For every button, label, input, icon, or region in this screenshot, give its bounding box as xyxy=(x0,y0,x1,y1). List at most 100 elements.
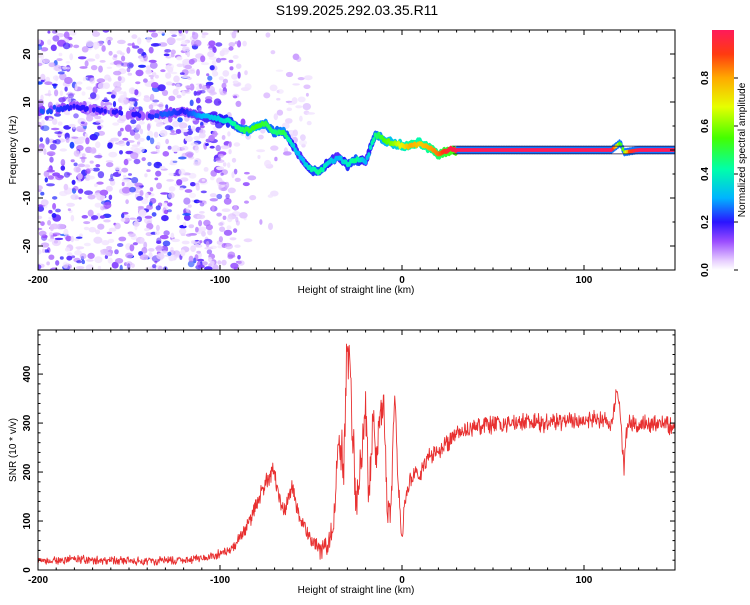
heatmap-noise-cell xyxy=(83,221,91,225)
heatmap-noise-cell xyxy=(126,141,130,146)
heatmap-noise-cell xyxy=(138,146,145,153)
heatmap-noise-cell xyxy=(97,171,105,179)
heatmap-noise-cell xyxy=(131,177,139,184)
heatmap-noise-cell xyxy=(185,233,192,237)
heatmap-noise-cell xyxy=(212,130,218,138)
heatmap-noise-cell xyxy=(95,53,100,60)
heatmap-noise-cell xyxy=(52,203,57,210)
heatmap-noise-cell xyxy=(218,88,222,94)
heatmap-noise-cell xyxy=(154,118,163,123)
heatmap-noise-cell xyxy=(157,104,164,107)
heatmap-noise-cell xyxy=(183,214,191,221)
heatmap-noise-cell xyxy=(47,30,51,34)
heatmap-noise-cell xyxy=(112,101,117,108)
heatmap-noise-cell xyxy=(85,168,91,175)
heatmap-noise-cell xyxy=(144,227,150,232)
heatmap-noise-cell xyxy=(107,142,113,149)
heatmap-noise-cell xyxy=(100,195,104,202)
heatmap-noise-cell xyxy=(188,125,191,129)
heatmap-noise-cell xyxy=(170,232,175,239)
heatmap-noise-cell xyxy=(209,193,217,198)
heatmap-noise-cell xyxy=(57,121,63,126)
snr-x-tick-label: 100 xyxy=(576,575,593,586)
heatmap-noise-cell xyxy=(111,261,119,269)
heatmap-noise-cell xyxy=(217,153,224,158)
heatmap-noise-cell xyxy=(231,31,237,39)
heatmap-noise-cell xyxy=(166,37,176,45)
heatmap-noise-cell xyxy=(38,81,43,85)
heatmap-noise-cell xyxy=(215,57,222,63)
heatmap-noise-cell xyxy=(256,149,266,153)
heatmap-noise-cell xyxy=(148,46,154,54)
heatmap-noise-cell xyxy=(196,200,203,203)
heatmap-noise-cell xyxy=(196,69,200,76)
heatmap-noise-cell xyxy=(217,260,222,265)
heatmap-noise-cell xyxy=(141,198,149,205)
heatmap-noise-cell xyxy=(146,135,151,141)
colorbar-tick-label: 0.0 xyxy=(700,263,711,277)
heatmap-noise-cell xyxy=(112,122,120,126)
heatmap-noise-cell xyxy=(172,88,179,96)
heatmap-noise-cell xyxy=(206,73,210,77)
heatmap-noise-cell xyxy=(234,244,241,248)
heatmap-ridge-core xyxy=(49,109,53,115)
heatmap-noise-cell xyxy=(203,167,209,172)
heatmap-noise-cell xyxy=(152,264,157,269)
heatmap-noise-cell xyxy=(79,156,87,160)
heatmap-noise-cell xyxy=(73,162,78,167)
heatmap-ridge-core xyxy=(621,147,625,151)
colorbar: 0.0 0.2 0.4 0.6 0.8 Normalized spectral ampl… xyxy=(700,30,748,277)
snr-plot-area xyxy=(38,330,675,570)
heatmap-noise-cell xyxy=(124,124,132,132)
heatmap-noise-cell xyxy=(155,246,164,250)
heatmap-noise-cell xyxy=(168,192,175,199)
heatmap-noise-cell xyxy=(295,105,303,109)
heatmap-noise-cell xyxy=(228,59,234,64)
heatmap-noise-cell xyxy=(110,173,114,180)
heatmap-noise-cell xyxy=(130,146,139,151)
heatmap-noise-cell xyxy=(152,99,160,103)
heatmap-noise-cell xyxy=(121,55,126,62)
heatmap-noise-cell xyxy=(68,123,76,128)
heatmap-noise-cell xyxy=(85,264,94,270)
heatmap-noise-cell xyxy=(65,61,71,64)
heatmap-noise-cell xyxy=(139,56,144,62)
heatmap-noise-cell xyxy=(47,39,52,46)
heatmap-noise-cell xyxy=(94,183,98,188)
heatmap-noise-cell xyxy=(69,141,75,149)
heatmap-noise-cell xyxy=(186,50,191,58)
heatmap-noise-cell xyxy=(257,155,261,159)
heatmap-noise-cell xyxy=(186,152,194,158)
heatmap-noise-cell xyxy=(198,252,202,258)
heatmap-noise-cell xyxy=(84,190,93,195)
heatmap-noise-cell xyxy=(108,50,113,56)
heatmap-noise-cell xyxy=(159,234,169,240)
heatmap-noise-cell xyxy=(71,179,76,185)
heatmap-ridge-halo xyxy=(140,111,146,121)
snr-frame xyxy=(37,329,676,571)
heatmap-noise-cell xyxy=(200,62,210,66)
heatmap-noise-cell xyxy=(148,30,157,33)
heatmap-noise-cell xyxy=(152,72,157,76)
heatmap-noise-cell xyxy=(40,94,44,101)
heatmap-noise-cell xyxy=(201,32,209,36)
heatmap-noise-cell xyxy=(290,133,294,138)
heatmap-ridge-core xyxy=(368,144,373,150)
heatmap-noise-cell xyxy=(49,156,54,163)
heatmap-noise-cell xyxy=(103,201,112,209)
heatmap-noise-cell xyxy=(137,137,145,142)
heatmap-noise-cell xyxy=(211,60,217,66)
heatmap-noise-cell xyxy=(139,189,144,197)
heatmap-noise-cell xyxy=(38,185,43,191)
heatmap-noise-cell xyxy=(161,215,169,222)
heatmap-noise-cell xyxy=(41,119,45,126)
heatmap-noise-cell xyxy=(126,46,131,54)
heatmap-y-tick-label: 10 xyxy=(22,96,33,108)
heatmap-noise-cell xyxy=(218,222,224,227)
heatmap-noise-cell xyxy=(139,128,144,135)
heatmap-noise-cell xyxy=(98,65,103,73)
heatmap-noise-cell xyxy=(136,124,141,131)
heatmap-noise-cell xyxy=(154,74,159,79)
heatmap-noise-cell xyxy=(38,230,47,237)
heatmap-noise-cell xyxy=(233,266,238,270)
